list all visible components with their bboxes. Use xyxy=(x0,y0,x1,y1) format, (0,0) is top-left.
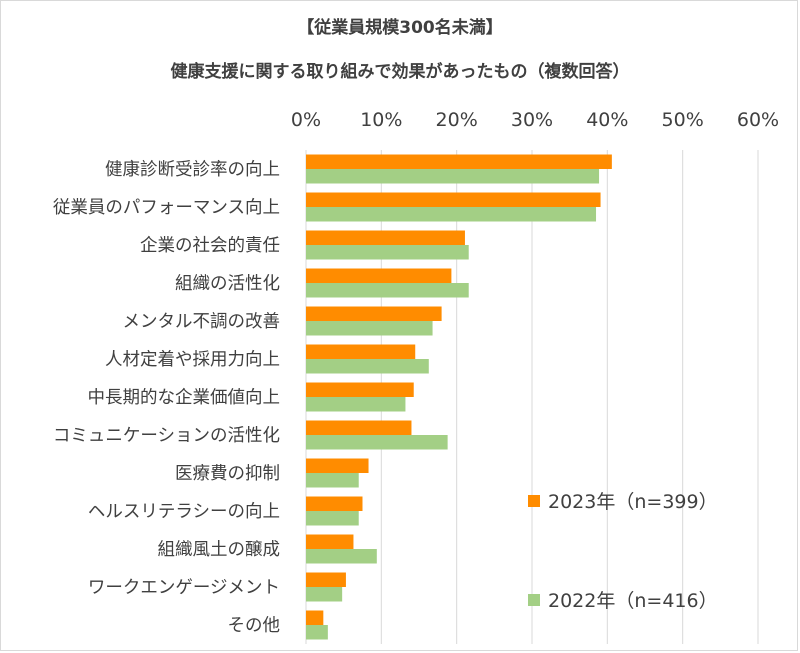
bar-series-1 xyxy=(306,458,369,473)
category-label: 健康診断受診率の向上 xyxy=(105,160,280,180)
legend-label: 2023年（n=399） xyxy=(548,491,718,513)
x-tick-label: 10% xyxy=(360,109,402,131)
x-tick-label: 40% xyxy=(586,109,628,131)
bar-series-2 xyxy=(306,283,469,298)
bars xyxy=(306,154,612,640)
bar-series-2 xyxy=(306,587,343,602)
legend-label: 2022年（n=416） xyxy=(548,590,718,612)
bar-series-2 xyxy=(306,511,359,526)
bar-series-1 xyxy=(306,572,346,587)
bar-series-2 xyxy=(306,625,328,640)
bar-series-2 xyxy=(306,473,359,488)
bar-series-2 xyxy=(306,549,377,564)
bar-series-2 xyxy=(306,245,469,260)
bar-series-2 xyxy=(306,207,597,222)
bar-series-1 xyxy=(306,268,452,283)
x-tick-label: 50% xyxy=(662,109,704,131)
category-label: 従業員のパフォーマンス向上 xyxy=(53,198,280,218)
chart-subtitle: 健康支援に関する取り組みで効果があったもの（複数回答） xyxy=(171,61,630,82)
legend-swatch xyxy=(528,594,540,606)
bar-series-1 xyxy=(306,420,412,435)
bar-series-2 xyxy=(306,397,406,412)
category-label: コミュニケーションの活性化 xyxy=(53,426,280,446)
bar-series-2 xyxy=(306,435,448,450)
bar-series-1 xyxy=(306,610,324,625)
bar-series-1 xyxy=(306,230,465,245)
category-label: 組織の活性化 xyxy=(175,274,280,294)
bar-series-2 xyxy=(306,169,600,184)
x-tick-label: 20% xyxy=(436,109,478,131)
category-labels: 健康診断受診率の向上従業員のパフォーマンス向上企業の社会的責任組織の活性化メンタ… xyxy=(53,160,280,636)
category-label: 組織風土の醸成 xyxy=(158,540,281,560)
bar-series-1 xyxy=(306,344,416,359)
legend-swatch xyxy=(528,495,540,507)
bar-series-1 xyxy=(306,192,601,207)
bar-series-1 xyxy=(306,496,363,511)
chart-title: 【従業員規模300名未満】 xyxy=(297,17,503,38)
bar-series-1 xyxy=(306,534,354,549)
bar-series-1 xyxy=(306,382,414,397)
x-tick-label: 60% xyxy=(737,109,779,131)
bar-series-1 xyxy=(306,306,442,321)
legend: 2023年（n=399） 2022年（n=416） xyxy=(528,491,718,612)
category-label: その他 xyxy=(228,616,281,636)
category-label: 中長期的な企業価値向上 xyxy=(88,388,281,408)
bar-series-2 xyxy=(306,321,433,336)
x-axis-ticks: 0% 10% 20% 30% 40% 50% 60% xyxy=(291,109,779,131)
category-label: メンタル不調の改善 xyxy=(123,312,281,332)
x-tick-label: 30% xyxy=(511,109,553,131)
bar-series-1 xyxy=(306,154,612,169)
category-label: 企業の社会的責任 xyxy=(140,236,280,256)
category-label: ヘルスリテラシーの向上 xyxy=(88,502,280,522)
x-tick-label: 0% xyxy=(291,109,321,131)
category-label: ワークエンゲージメント xyxy=(88,578,280,598)
category-label: 人材定着や採用力向上 xyxy=(105,350,280,370)
category-label: 医療費の抑制 xyxy=(175,464,280,484)
bar-series-2 xyxy=(306,359,429,374)
